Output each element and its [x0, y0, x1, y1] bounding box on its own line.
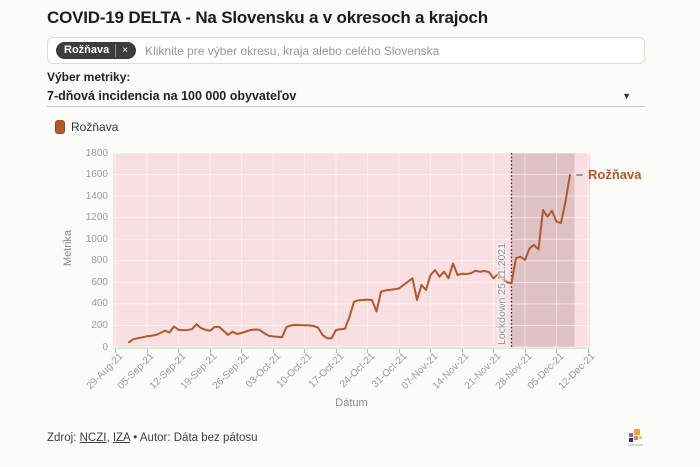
series-end-tick — [576, 173, 583, 176]
logo-square-navy — [629, 438, 633, 442]
lockdown-annotation-label: Lockdown 25.11.2021 — [495, 243, 508, 345]
x-tick-label: 24-Oct-21 — [338, 351, 378, 391]
y-tick-label: 1600 — [85, 169, 108, 181]
x-tick-mark — [493, 349, 494, 353]
plot-area — [113, 152, 590, 349]
logo-square-orange — [634, 429, 640, 435]
legend-label: Rožňava — [71, 120, 119, 134]
y-tick-label: 600 — [91, 276, 108, 288]
selected-region-tag-label: Rožňava — [64, 44, 110, 56]
x-tick-label: 05-Dec-21 — [525, 351, 567, 392]
source-separator: , — [106, 432, 113, 444]
x-tick-label: 19-Sep-21 — [178, 351, 220, 392]
metric-select[interactable]: 7-dňová incidencia na 100 000 obyvateľov… — [47, 86, 645, 107]
legend-swatch — [55, 120, 65, 134]
y-tick-label: 1800 — [85, 147, 108, 159]
x-tick-label: 26-Sep-21 — [210, 351, 252, 392]
x-tick-mark — [430, 349, 431, 353]
y-tick-label: 800 — [91, 255, 108, 267]
y-tick-label: 200 — [91, 319, 108, 331]
y-tick-label: 0 — [102, 341, 108, 353]
x-tick-mark — [209, 349, 211, 353]
logo-caption-bar — [628, 444, 643, 446]
selected-region-tag[interactable]: Rožňava × — [56, 42, 137, 59]
source-link-iza[interactable]: IZA — [112, 432, 131, 444]
x-tick-mark — [335, 349, 337, 353]
footer: Zdroj: NCZI, IZA • Autor: Dáta bez pátos… — [47, 432, 258, 444]
data-bez-patosu-logo — [628, 429, 644, 453]
x-tick-mark — [178, 349, 179, 353]
x-tick-label: 12-Sep-21 — [147, 351, 189, 392]
y-tick-label: 1400 — [85, 190, 108, 202]
x-tick-label: 05-Sep-21 — [115, 351, 157, 392]
x-tick-label: 07-Nov-21 — [399, 351, 441, 392]
x-tick-mark — [146, 349, 148, 353]
metric-select-label: Výber metriky: — [47, 70, 131, 84]
x-tick-mark — [461, 349, 463, 353]
x-tick-mark — [398, 349, 400, 353]
x-tick-label: 10-Oct-21 — [275, 351, 315, 391]
x-tick-label: 29-Aug-21 — [84, 351, 126, 392]
author-text: • Autor: Dáta bez pátosu — [130, 432, 258, 444]
y-axis-title: Metrika — [62, 229, 74, 267]
source-prefix: Zdroj: — [47, 432, 80, 444]
x-tick-mark — [524, 349, 526, 353]
remove-tag-icon[interactable]: × — [115, 44, 128, 57]
region-search-input[interactable]: Rožňava × Kliknite pre výber okresu, kra… — [47, 37, 645, 64]
x-tick-label: 17-Oct-21 — [306, 351, 346, 391]
series-end-label: Rožňava — [588, 166, 642, 182]
x-tick-label: 14-Nov-21 — [430, 351, 472, 392]
x-tick-mark — [272, 349, 274, 353]
x-tick-mark — [115, 349, 116, 353]
page-title: COVID-19 DELTA - Na Slovensku a v okreso… — [47, 8, 488, 27]
x-tick-mark — [587, 349, 589, 353]
logo-square-lightorange — [639, 436, 642, 439]
y-tick-label: 1200 — [85, 212, 108, 224]
logo-square-purple — [629, 433, 633, 437]
x-tick-mark — [367, 349, 368, 353]
logo-square-salmon — [634, 436, 638, 440]
y-tick-label: 1000 — [85, 233, 108, 245]
chevron-down-icon: ▼ — [622, 91, 631, 101]
x-tick-label: 21-Nov-21 — [462, 351, 504, 392]
y-tick-label: 400 — [91, 298, 108, 310]
x-tick-mark — [556, 349, 557, 353]
x-tick-mark — [241, 349, 242, 353]
x-axis-title: Dátum — [335, 397, 368, 409]
metric-selected-value: 7-dňová incidencia na 100 000 obyvateľov — [47, 89, 297, 103]
source-link-nczi[interactable]: NCZI — [79, 432, 107, 444]
chart-legend: Rožňava — [55, 120, 118, 134]
x-tick-label: 28-Nov-21 — [493, 351, 535, 392]
x-tick-mark — [304, 349, 305, 353]
line-chart — [113, 152, 590, 348]
search-placeholder: Kliknite pre výber okresu, kraja alebo c… — [145, 43, 440, 58]
x-tick-label: 31-Oct-21 — [369, 351, 409, 391]
x-tick-label: 03-Oct-21 — [243, 351, 283, 391]
x-tick-label: 12-Dec-21 — [556, 351, 598, 392]
